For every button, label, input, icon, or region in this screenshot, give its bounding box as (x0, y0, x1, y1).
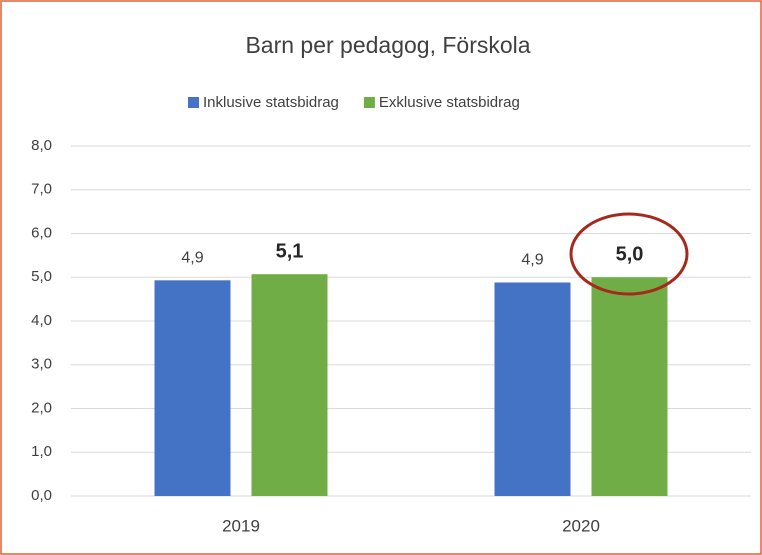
y-tick-label: 0,0 (31, 487, 52, 504)
legend-label: Exklusive statsbidrag (379, 94, 520, 111)
y-tick-label: 3,0 (31, 356, 52, 373)
x-tick-label: 2019 (222, 516, 260, 535)
bar (154, 280, 231, 496)
y-tick-label: 4,0 (31, 312, 52, 329)
legend-label: Inklusive statsbidrag (203, 94, 339, 111)
bar (591, 277, 668, 496)
y-tick-label: 8,0 (31, 137, 52, 154)
data-label: 5,1 (276, 240, 304, 262)
highlight-circle (569, 212, 689, 296)
y-tick-label: 2,0 (31, 399, 52, 416)
x-tick-label: 2020 (562, 516, 600, 535)
chart-title: Barn per pedagog, Förskola (245, 32, 530, 58)
data-label: 4,9 (521, 252, 543, 269)
legend-swatch (188, 97, 199, 108)
legend-swatch (363, 97, 375, 108)
bar (494, 282, 571, 496)
y-tick-label: 1,0 (31, 443, 52, 460)
data-label: 4,9 (181, 250, 203, 267)
bar (251, 274, 328, 496)
y-tick-label: 6,0 (31, 224, 52, 241)
y-tick-label: 5,0 (31, 268, 52, 285)
y-tick-label: 7,0 (31, 181, 52, 198)
data-label: 5,0 (616, 244, 644, 266)
